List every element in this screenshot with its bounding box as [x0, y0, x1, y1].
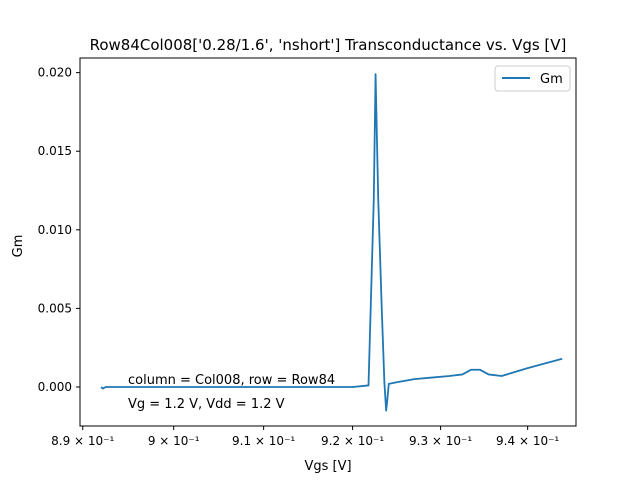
- series-line-0: [100, 73, 563, 412]
- x-tick-label: 8.9 × 10⁻¹: [51, 434, 114, 448]
- y-tick-label: 0.020: [38, 66, 72, 80]
- legend: Gm: [494, 65, 571, 92]
- x-tick-label: 9 × 10⁻¹: [148, 434, 200, 448]
- plot-area: 8.9 × 10⁻¹ 9 × 10⁻¹ 9.1 × 10⁻¹ 9.2 × 10⁻¹ 9.…: [38, 57, 577, 448]
- x-tick-label: 9.2 × 10⁻¹: [321, 434, 384, 448]
- annotation-bias: Vg = 1.2 V, Vdd = 1.2 V: [128, 397, 285, 412]
- x-tick-label: 9.1 × 10⁻¹: [232, 434, 295, 448]
- x-tick-label: 9.3 × 10⁻¹: [409, 434, 472, 448]
- x-axis-label: Vgs [V]: [304, 459, 351, 474]
- annotation-location: column = Col008, row = Row84: [128, 373, 335, 388]
- y-tick-label: 0.005: [38, 301, 72, 315]
- y-axis-label: Gm: [11, 235, 26, 258]
- y-tick-label: 0.015: [38, 144, 72, 158]
- legend-label-gm: Gm: [540, 72, 563, 87]
- legend-box: [494, 65, 571, 92]
- y-tick-label: 0.010: [38, 223, 72, 237]
- axes-frame: [79, 57, 577, 427]
- y-tick-label: 0.000: [38, 380, 72, 394]
- chart-title: Row84Col008['0.28/1.6', 'nshort'] Transc…: [90, 36, 567, 54]
- x-tick-label: 9.4 × 10⁻¹: [496, 434, 559, 448]
